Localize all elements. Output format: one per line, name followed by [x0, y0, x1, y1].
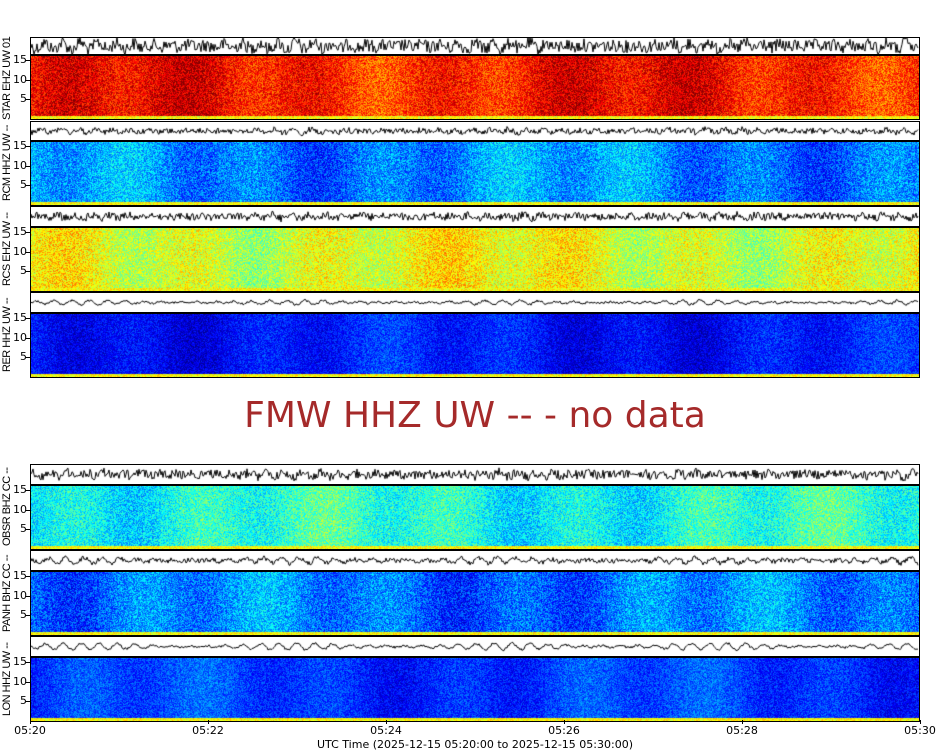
y-tick-mark [26, 337, 30, 339]
y-tick-mark [26, 79, 30, 81]
spectrogram [30, 657, 920, 722]
y-tick-mark [26, 701, 30, 703]
station-label: PANH BHZ CC -- [1, 554, 13, 632]
y-tick-label: 10 [13, 72, 27, 86]
x-tick-label: 05:22 [192, 724, 224, 737]
spectrogram [30, 571, 920, 636]
waveform-trace [30, 206, 920, 227]
y-tick-label: 5 [20, 178, 27, 192]
y-tick-label: 15 [13, 310, 27, 324]
y-tick-mark [26, 251, 30, 253]
y-tick-label: 15 [13, 654, 27, 668]
y-tick-mark [26, 185, 30, 187]
spectrogram [30, 313, 920, 378]
y-tick-label: 5 [20, 350, 27, 364]
y-tick-label: 5 [20, 522, 27, 536]
x-tick-mark [386, 720, 387, 724]
y-tick-mark [26, 661, 30, 663]
waveform-trace [30, 550, 920, 571]
y-tick-label: 15 [13, 138, 27, 152]
y-tick-mark [26, 271, 30, 273]
x-tick-label: 05:30 [904, 724, 936, 737]
x-tick-mark [920, 720, 921, 724]
x-tick-mark [208, 720, 209, 724]
station-label: RCM HHZ UW -- [1, 125, 13, 202]
spectrogram [30, 227, 920, 292]
y-tick-mark [26, 615, 30, 617]
y-tick-label: 15 [13, 568, 27, 582]
x-tick-mark [742, 720, 743, 724]
x-tick-label: 05:24 [370, 724, 402, 737]
y-tick-mark [26, 165, 30, 167]
y-tick-label: 15 [13, 482, 27, 496]
spectrogram [30, 485, 920, 550]
y-tick-label: 10 [13, 330, 27, 344]
x-tick-label: 05:20 [14, 724, 46, 737]
y-tick-label: 5 [20, 92, 27, 106]
y-tick-label: 10 [13, 674, 27, 688]
y-tick-mark [26, 681, 30, 683]
y-tick-mark [26, 357, 30, 359]
station-label: LON HHZ UW -- [1, 642, 13, 716]
y-tick-label: 10 [13, 158, 27, 172]
y-tick-label: 15 [13, 52, 27, 66]
y-tick-label: 5 [20, 264, 27, 278]
y-tick-mark [26, 59, 30, 61]
station-label: STAR EHZ UW 01 [1, 36, 13, 120]
y-tick-label: 5 [20, 694, 27, 708]
y-tick-mark [26, 99, 30, 101]
y-tick-mark [26, 489, 30, 491]
x-axis-label: UTC Time (2025-12-15 05:20:00 to 2025-12… [317, 738, 633, 751]
y-tick-label: 10 [13, 502, 27, 516]
y-tick-label: 10 [13, 244, 27, 258]
waveform-trace [30, 464, 920, 485]
waveform-trace [30, 37, 920, 55]
y-tick-mark [26, 575, 30, 577]
station-label: OBSR BHZ CC -- [1, 467, 13, 547]
waveform-trace [30, 636, 920, 657]
waveform-trace [30, 121, 920, 141]
waveform-trace [30, 292, 920, 313]
station-label: RCS EHZ UW -- [1, 212, 13, 286]
x-tick-mark [30, 720, 31, 724]
station-label: RER HHZ UW -- [1, 297, 13, 373]
x-tick-label: 05:26 [548, 724, 580, 737]
y-tick-label: 10 [13, 588, 27, 602]
spectrogram [30, 55, 920, 120]
y-tick-mark [26, 509, 30, 511]
y-tick-mark [26, 595, 30, 597]
y-tick-mark [26, 145, 30, 147]
y-tick-label: 15 [13, 224, 27, 238]
spectrogram [30, 141, 920, 206]
x-tick-mark [564, 720, 565, 724]
y-tick-mark [26, 231, 30, 233]
no-data-message: FMW HHZ UW -- - no data [244, 395, 706, 436]
y-tick-mark [26, 529, 30, 531]
y-tick-mark [26, 317, 30, 319]
x-tick-label: 05:28 [726, 724, 758, 737]
y-tick-label: 5 [20, 608, 27, 622]
